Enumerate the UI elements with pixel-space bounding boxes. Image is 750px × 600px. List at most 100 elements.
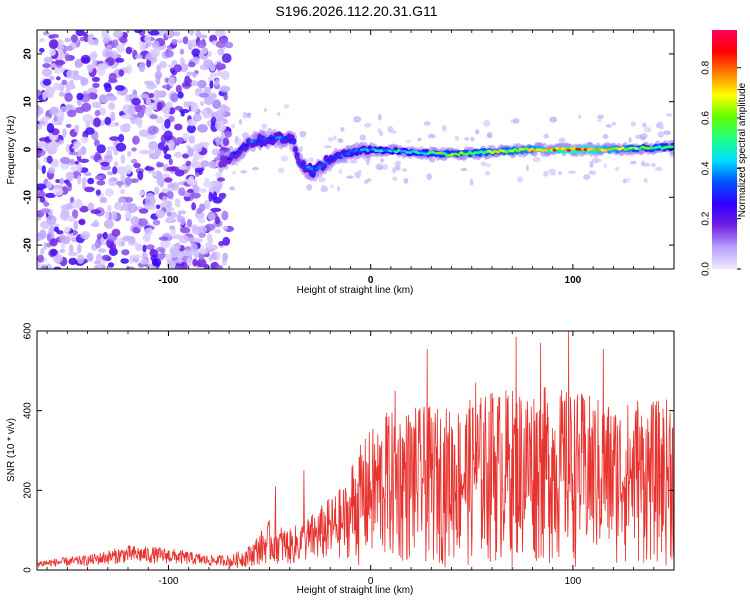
heatmap-cell [198, 232, 206, 238]
heatmap-cell [111, 228, 121, 237]
heatmap-cell [483, 119, 491, 127]
heatmap-cell [200, 47, 208, 55]
heatmap-cell [314, 167, 320, 171]
heatmap-cell [83, 172, 92, 177]
heatmap-cell [98, 248, 106, 253]
heatmap-cell [164, 118, 171, 129]
heatmap-cell [43, 201, 50, 207]
heatmap-cell [92, 82, 100, 88]
heatmap-cell [222, 252, 229, 261]
heatmap-cell [174, 198, 181, 208]
heatmap-cell [156, 246, 165, 253]
heatmap-cell [118, 198, 126, 203]
heatmap-cell [67, 172, 74, 182]
heatmap-cell [307, 157, 315, 164]
heatmap-cell [162, 199, 168, 207]
heatmap-cell [289, 138, 294, 142]
heatmap-cell [38, 191, 46, 198]
snr-y-axis-label: SNR (10 * v/v) [6, 418, 17, 482]
heatmap-cell [178, 187, 186, 196]
heatmap-cell [114, 122, 120, 127]
heatmap-cell [223, 130, 232, 138]
heatmap-cell [292, 140, 297, 144]
heatmap-cell [183, 101, 189, 108]
heatmap-cell [203, 109, 208, 119]
heatmap-cell [172, 31, 181, 37]
y-tick-label: 600 [23, 322, 34, 339]
heatmap-cell [191, 48, 201, 57]
heatmap-cell [159, 61, 167, 69]
heatmap-cell [131, 97, 141, 106]
heatmap-cell [164, 253, 173, 260]
heatmap-cell [106, 205, 112, 212]
heatmap-cell [138, 190, 145, 196]
heatmap-cell [475, 129, 480, 135]
heatmap-cell [139, 93, 149, 99]
heatmap-cell [299, 146, 303, 153]
heatmap-cell [480, 161, 488, 167]
heatmap-cell [247, 112, 251, 116]
heatmap-cell [138, 62, 146, 73]
heatmap-cell [37, 260, 41, 269]
heatmap-cell [62, 208, 70, 218]
heatmap-cell [154, 148, 162, 157]
heatmap-cell [69, 196, 75, 204]
heatmap-cell [151, 258, 162, 267]
heatmap-cell [177, 210, 187, 215]
heatmap-cell [107, 262, 115, 268]
heatmap-cell [544, 148, 549, 152]
heatmap-cell [188, 135, 196, 144]
heatmap-cell [187, 147, 194, 158]
heatmap-cell [80, 231, 91, 240]
heatmap-cell [456, 153, 461, 157]
heatmap-cell [133, 118, 143, 125]
heatmap-x-ticks: -100 0 100 [46, 30, 675, 286]
heatmap-cell [90, 209, 102, 215]
heatmap-cell [133, 162, 141, 169]
heatmap-cell [642, 122, 647, 128]
heatmap-cell [196, 258, 207, 268]
heatmap-cell [188, 61, 196, 68]
heatmap-cell [139, 44, 147, 52]
heatmap-cell [215, 109, 225, 118]
heatmap-cell [215, 171, 222, 180]
heatmap-cell [220, 85, 230, 93]
heatmap-cell [588, 170, 596, 175]
heatmap-cell [37, 124, 42, 130]
heatmap-cell [338, 168, 343, 175]
heatmap-cell [38, 229, 47, 240]
heatmap-cell [165, 30, 175, 39]
heatmap-cell [93, 219, 99, 226]
heatmap-cell [166, 191, 174, 199]
y-tick-label: -10 [23, 190, 34, 205]
heatmap-cell [198, 203, 206, 212]
heatmap-cell [174, 264, 182, 269]
heatmap-cell [208, 254, 213, 262]
heatmap-cell [94, 239, 102, 249]
heatmap-cell [417, 137, 422, 142]
heatmap-cell [120, 240, 125, 247]
heatmap-cell [81, 31, 88, 37]
heatmap-cell [77, 254, 85, 264]
heatmap-cell [125, 46, 133, 55]
colorbar-tick-label: 0.0 [701, 262, 712, 276]
heatmap-cell [139, 259, 151, 265]
heatmap-cell [165, 101, 173, 109]
heatmap-cell [182, 153, 190, 159]
heatmap-cell [118, 69, 125, 77]
heatmap-cell [155, 116, 164, 124]
heatmap-cell [299, 130, 307, 138]
heatmap-cell [197, 79, 207, 89]
heatmap-cell [204, 223, 216, 231]
heatmap-cell [40, 265, 48, 269]
heatmap-cell [145, 196, 156, 206]
heatmap-cell [199, 101, 205, 106]
heatmap-cell [77, 244, 82, 254]
page-title: S196.2026.112.20.31.G11 [275, 3, 438, 19]
heatmap-cell [93, 260, 102, 265]
heatmap-cell [283, 104, 290, 109]
heatmap-cell [179, 57, 185, 65]
heatmap-cell [96, 144, 106, 154]
heatmap-cell [53, 82, 61, 91]
heatmap-cell [231, 124, 236, 129]
